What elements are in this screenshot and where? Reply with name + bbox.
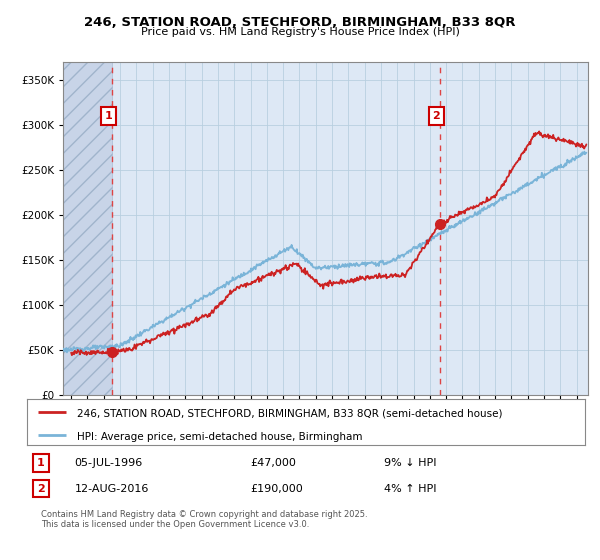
Bar <box>63 62 112 395</box>
Text: Price paid vs. HM Land Registry's House Price Index (HPI): Price paid vs. HM Land Registry's House … <box>140 27 460 37</box>
Text: 4% ↑ HPI: 4% ↑ HPI <box>384 484 437 493</box>
Text: 05-JUL-1996: 05-JUL-1996 <box>74 458 143 468</box>
Text: 246, STATION ROAD, STECHFORD, BIRMINGHAM, B33 8QR: 246, STATION ROAD, STECHFORD, BIRMINGHAM… <box>84 16 516 29</box>
Text: 12-AUG-2016: 12-AUG-2016 <box>74 484 149 493</box>
Text: £190,000: £190,000 <box>250 484 303 493</box>
Text: HPI: Average price, semi-detached house, Birmingham: HPI: Average price, semi-detached house,… <box>77 432 363 442</box>
Text: £47,000: £47,000 <box>250 458 296 468</box>
Text: 246, STATION ROAD, STECHFORD, BIRMINGHAM, B33 8QR (semi-detached house): 246, STATION ROAD, STECHFORD, BIRMINGHAM… <box>77 409 503 419</box>
Text: 1: 1 <box>37 458 45 468</box>
Text: 2: 2 <box>433 111 440 120</box>
Text: 2: 2 <box>37 484 45 493</box>
Text: 9% ↓ HPI: 9% ↓ HPI <box>384 458 437 468</box>
Text: 1: 1 <box>105 111 113 120</box>
Text: Contains HM Land Registry data © Crown copyright and database right 2025.
This d: Contains HM Land Registry data © Crown c… <box>41 510 368 529</box>
